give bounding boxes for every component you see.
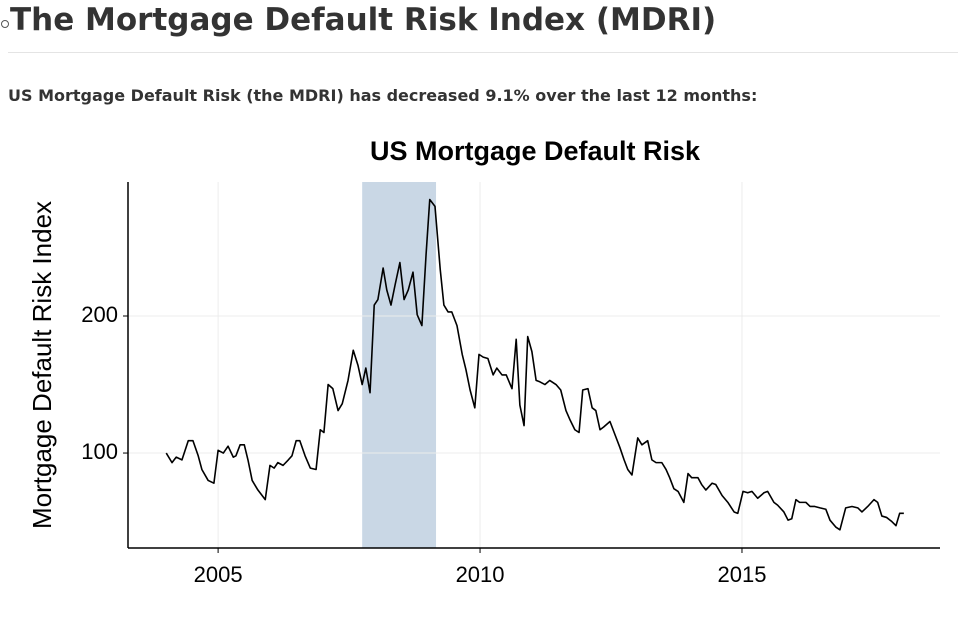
x-tick-label: 2015 <box>718 562 767 587</box>
page-title: The Mortgage Default Risk Index (MDRI) <box>10 2 717 38</box>
data-line <box>165 198 904 531</box>
summary-text: US Mortgage Default Risk (the MDRI) has … <box>8 86 758 105</box>
y-tick-label: 100 <box>81 439 118 464</box>
recession-shade <box>362 182 437 548</box>
divider <box>8 52 958 53</box>
x-tick-label: 2010 <box>456 562 505 587</box>
bullet <box>1 20 9 28</box>
chart-title: US Mortgage Default Risk <box>370 136 701 166</box>
chart: US Mortgage Default Risk Mortgage Defaul… <box>27 136 940 587</box>
x-tick-label: 2005 <box>194 562 243 587</box>
y-axis-label: Mortgage Default Risk Index <box>27 201 57 529</box>
y-tick-label: 200 <box>81 302 118 327</box>
